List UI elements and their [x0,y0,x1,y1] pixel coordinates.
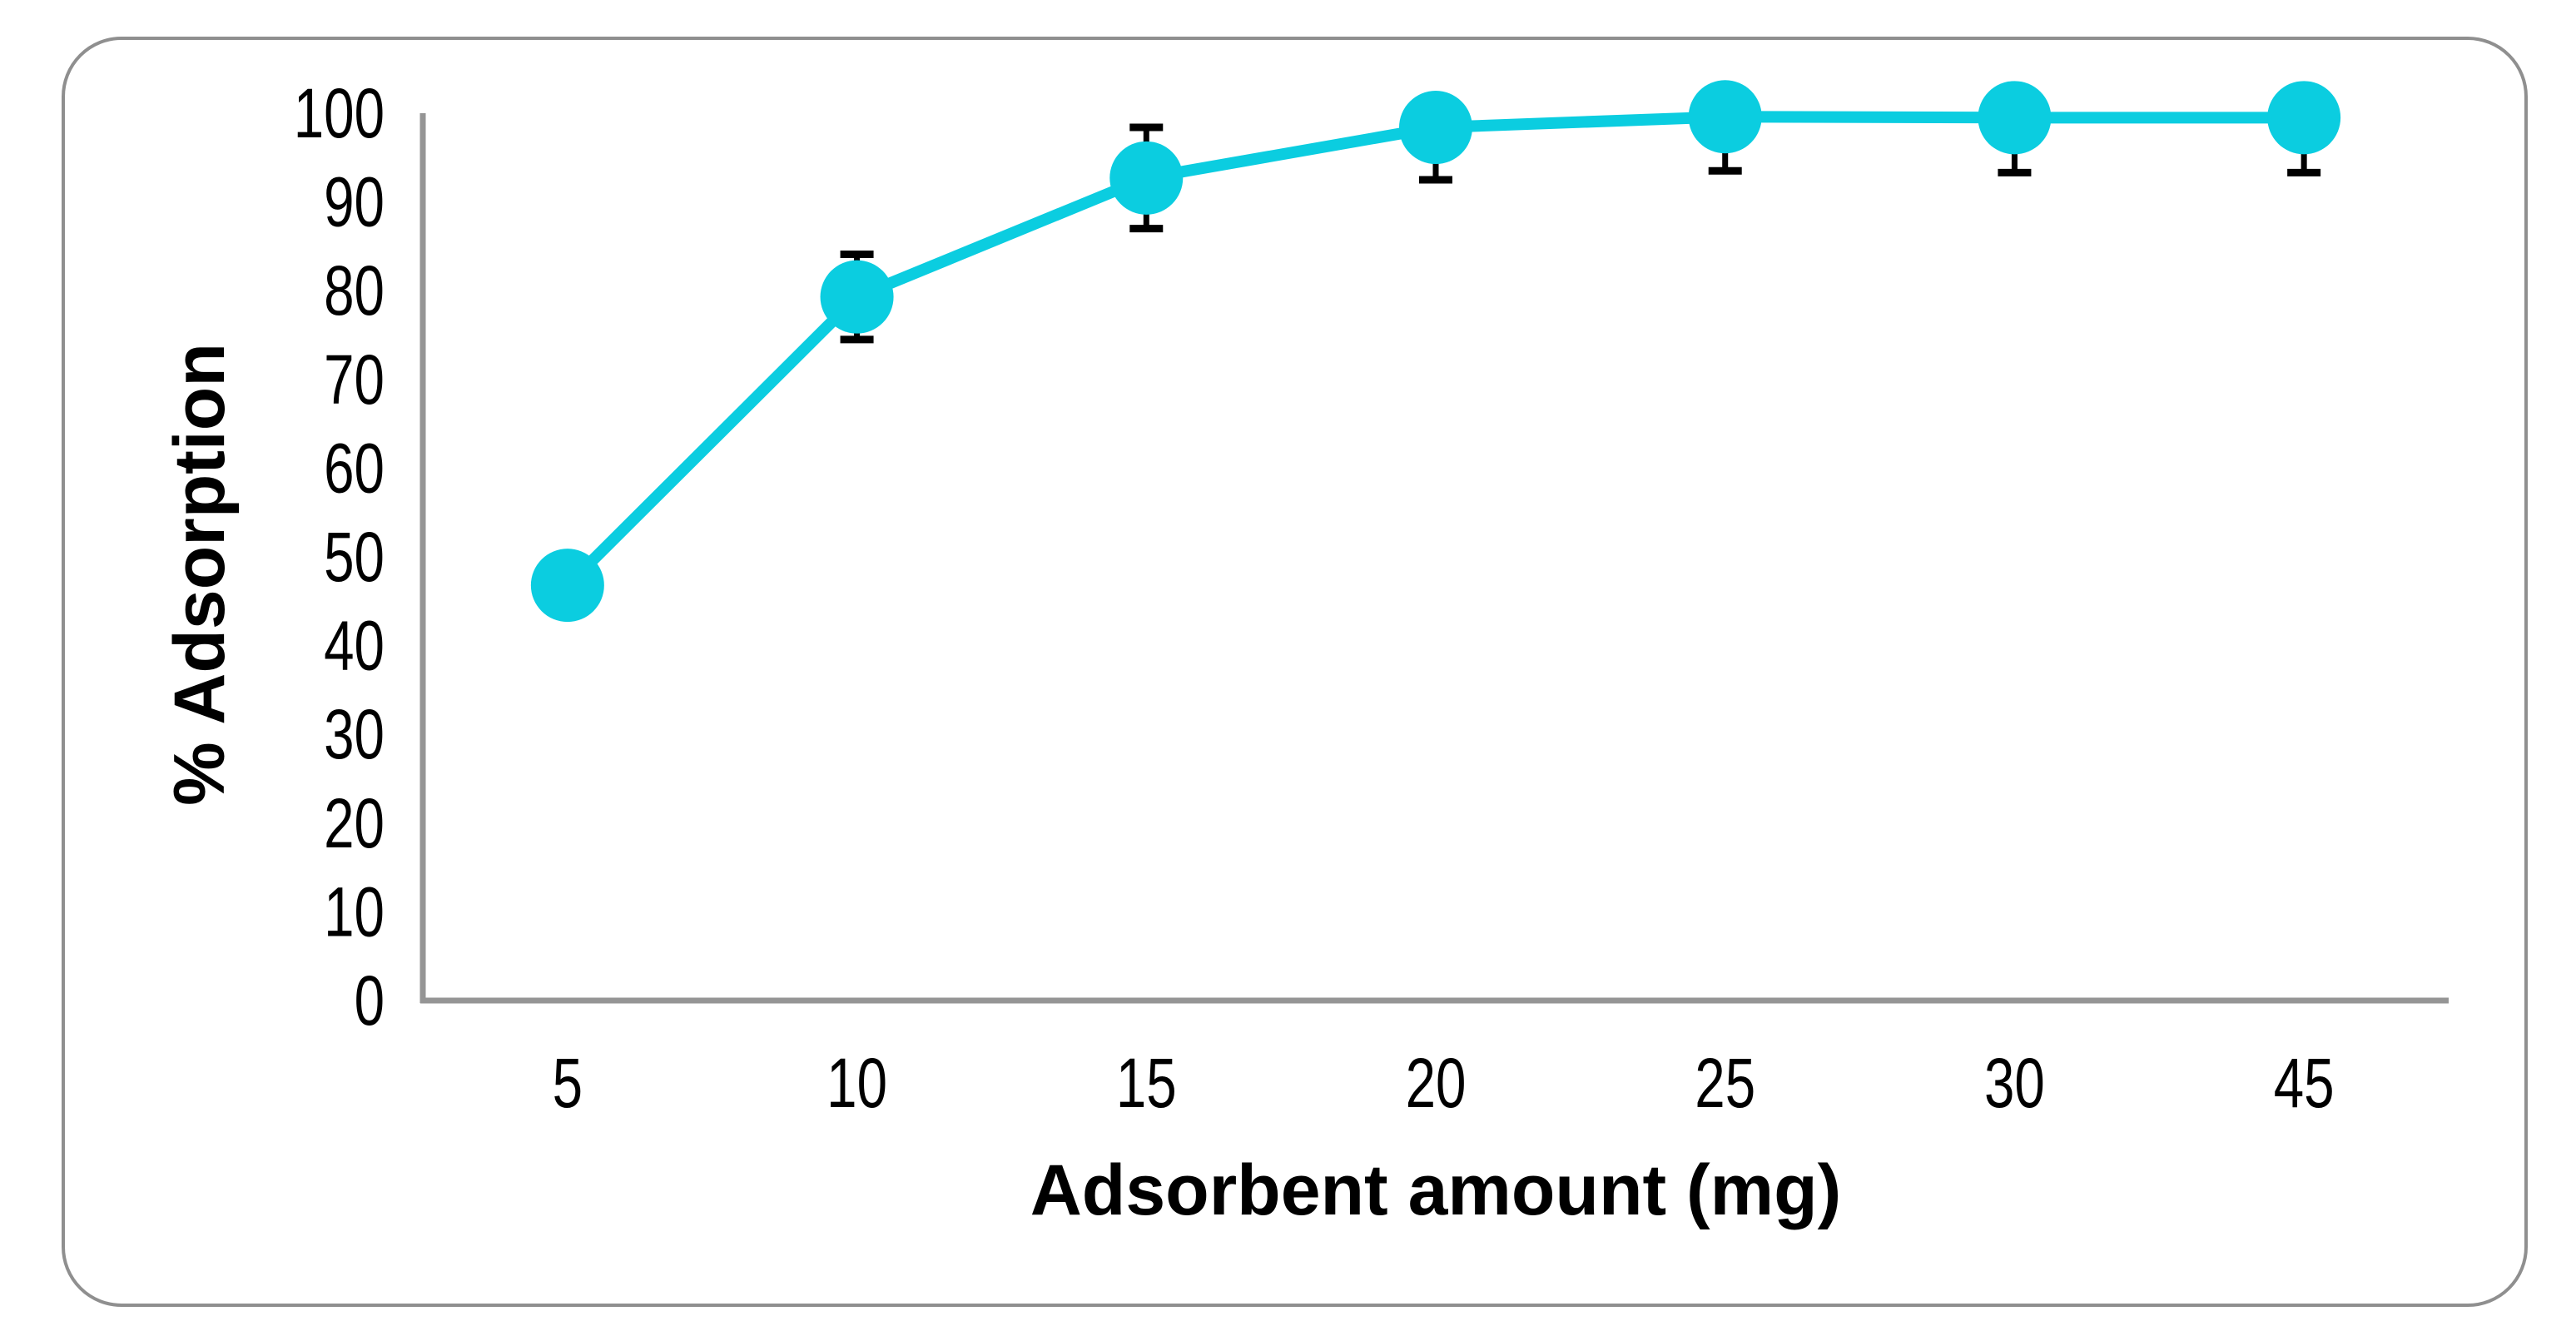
y-tick-label: 0 [355,961,385,1040]
x-tick-label: 15 [1116,1044,1177,1122]
x-tick-label: 10 [826,1044,887,1122]
x-tick-label: 30 [1984,1044,2045,1122]
y-tick-label: 40 [324,607,385,685]
series-line [563,111,2305,590]
data-point-marker [1399,91,1472,165]
y-tick-label: 70 [324,340,385,419]
x-axis-title: Adsorbent amount (mg) [1030,1150,1842,1230]
x-tick-label: 45 [2274,1044,2335,1122]
data-point-marker [820,260,894,334]
y-tick-label: 30 [324,695,385,773]
data-point-marker [1109,141,1184,215]
x-tick-label: 5 [553,1044,583,1122]
y-tick-label: 100 [294,74,385,152]
y-tick-label: 10 [324,873,385,951]
y-tick-label: 90 [324,163,385,241]
data-point-marker [1688,80,1762,154]
y-tick-label: 50 [324,518,385,596]
x-tick-label: 20 [1406,1044,1467,1122]
y-axis-title: % Adsorption [160,343,240,806]
data-point-marker [2267,81,2341,155]
chart-frame-border [62,37,2528,1307]
data-point-marker [530,549,604,623]
data-point-marker [1978,81,2052,155]
y-tick-label: 80 [324,251,385,330]
x-tick-label: 25 [1695,1044,1755,1122]
y-tick-label: 20 [324,784,385,862]
y-tick-label: 60 [324,430,385,508]
